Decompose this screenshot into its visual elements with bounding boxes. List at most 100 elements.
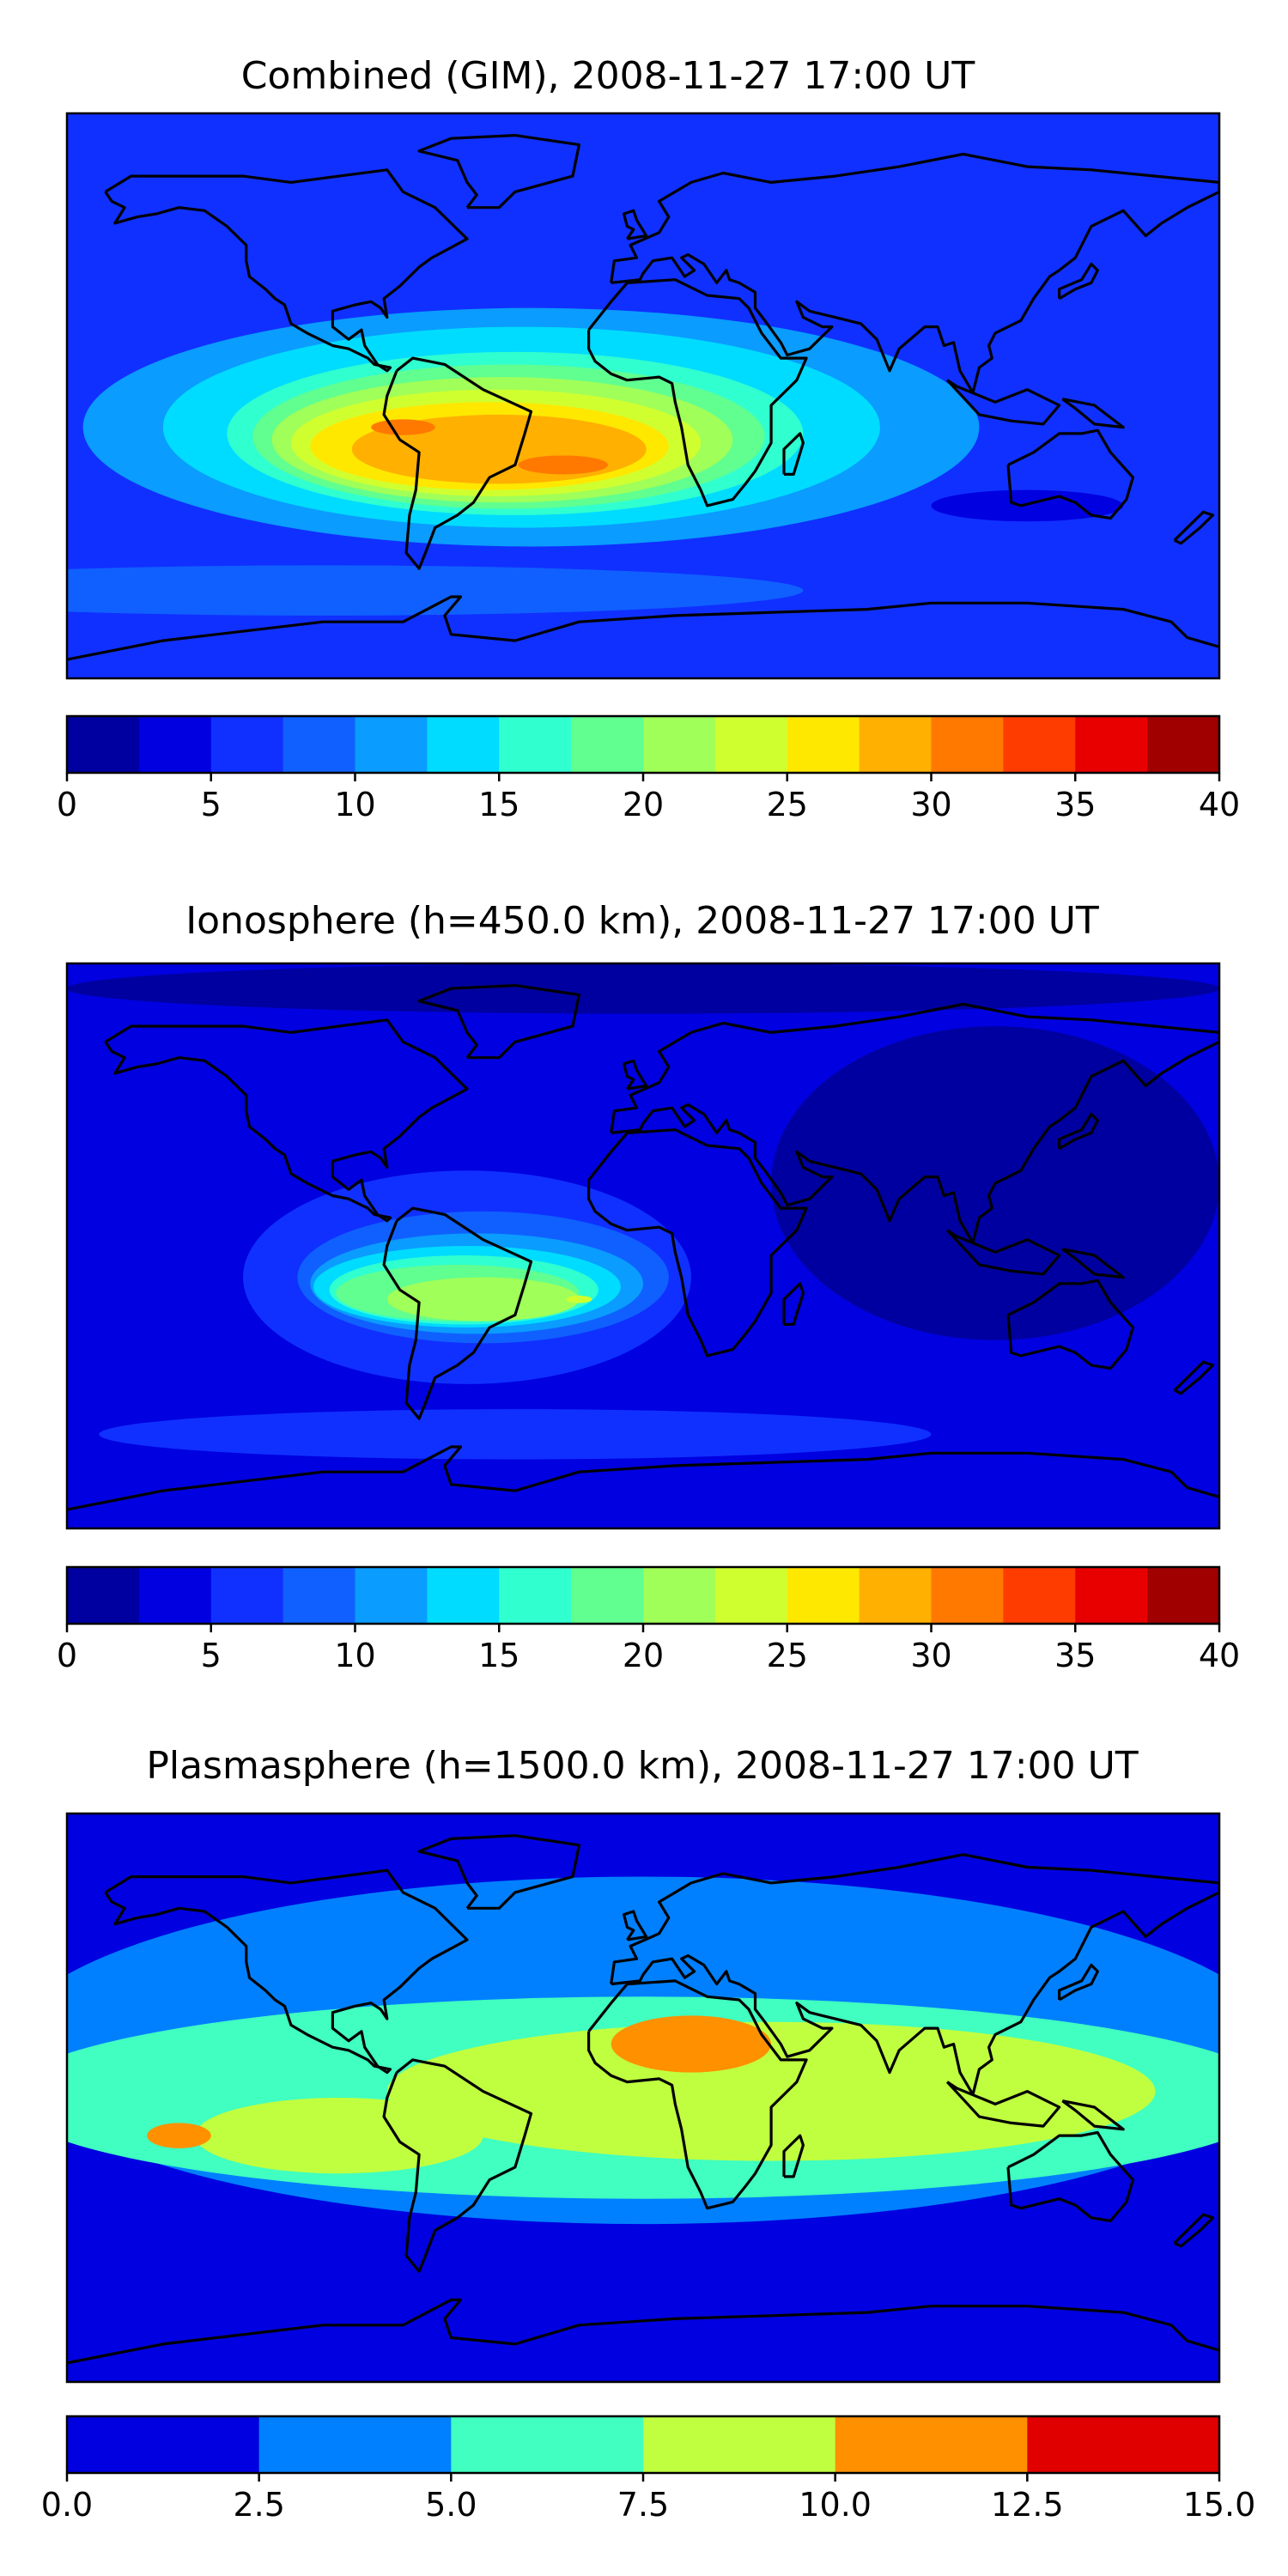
ionosphere-colorbar-swatch [643, 1567, 716, 1624]
plasmasphere-coast-africa [586, 1979, 808, 2210]
ionosphere-coast-south-america [382, 1206, 533, 1420]
gim-coast-north-america [104, 168, 469, 373]
plasmasphere-colorbar-tick-label: 10.0 [799, 2486, 872, 2524]
gim-colorbar-tick-label: 0 [57, 786, 77, 823]
ionosphere-contour-10 [566, 1295, 592, 1303]
plasmasphere-contour-5 [147, 2123, 211, 2148]
gim-coast-japan [1057, 262, 1099, 301]
plasmasphere-colorbar-swatch [67, 2416, 260, 2473]
ionosphere-colorbar-swatch [210, 1567, 284, 1624]
gim-contour-11 [931, 489, 1124, 522]
gim-colorbar-swatch [67, 716, 140, 773]
gim-coast-europe-asia [610, 152, 1219, 394]
ionosphere-title: Ionosphere (h=450.0 km), 2008-11-27 17:0… [185, 899, 1099, 943]
gim-map [65, 112, 1221, 680]
plasmasphere-coast-south-america [382, 2058, 533, 2273]
ionosphere-colorbar-tick-label: 20 [623, 1637, 664, 1674]
ionosphere-colorbar-tick-label: 40 [1199, 1637, 1240, 1674]
gim-colorbar-swatch [787, 716, 860, 773]
ionosphere-colorbar-swatch [427, 1567, 500, 1624]
plasmasphere-colorbar-swatch [451, 2416, 644, 2473]
ionosphere-map [65, 962, 1221, 1530]
plasmasphere-colorbar-tick-label: 7.5 [617, 2486, 669, 2524]
ionosphere-panel: Ionosphere (h=450.0 km), 2008-11-27 17:0… [57, 899, 1240, 1674]
plasmasphere-coast-north-america [104, 1868, 469, 2075]
plasmasphere-map [65, 1812, 1221, 2384]
ionosphere-colorbar-swatch [283, 1567, 356, 1624]
gim-colorbar-swatch [1147, 716, 1220, 773]
ionosphere-colorbar-swatch [67, 1567, 140, 1624]
ionosphere-contour-1 [67, 963, 1219, 1014]
ionosphere-colorbar-swatch [931, 1567, 1004, 1624]
gim-title: Combined (GIM), 2008-11-27 17:00 UT [241, 54, 975, 98]
plasmasphere-colorbar-tick-label: 15.0 [1183, 2486, 1256, 2524]
ionosphere-field [67, 963, 1219, 1528]
gim-colorbar-swatch [643, 716, 716, 773]
ionosphere-colorbar-swatch [571, 1567, 644, 1624]
gim-colorbar-tick-label: 10 [334, 786, 375, 823]
plasmasphere-coast-indonesia [945, 2081, 1061, 2128]
ionosphere-colorbar-tick-label: 10 [334, 1637, 375, 1674]
ionosphere-colorbar-tick-label: 15 [478, 1637, 519, 1674]
ionosphere-contour-9 [386, 1277, 580, 1321]
ionosphere-colorbar-swatch [787, 1567, 860, 1624]
plasmasphere-coast-greenland [417, 1834, 581, 1910]
gim-colorbar-swatch [499, 716, 572, 773]
gim-panel: Combined (GIM), 2008-11-27 17:00 UT 0 5 10… [57, 54, 1240, 823]
gim-field [67, 113, 1219, 678]
plasmasphere-colorbar-swatch [835, 2416, 1028, 2473]
plasmasphere-contour-2 [386, 2021, 1156, 2161]
gim-coast-new-zealand [1173, 510, 1215, 545]
gim-colorbar-swatch [1075, 716, 1148, 773]
gim-contour-0 [67, 565, 804, 616]
plasmasphere-contour-4 [611, 2015, 772, 2073]
plasmasphere-coast-new-zealand [1173, 2213, 1215, 2248]
ionosphere-coast-north-america [104, 1018, 469, 1223]
gim-colorbar-swatch [931, 716, 1004, 773]
ionosphere-colorbar-swatch [1075, 1567, 1148, 1624]
plasmasphere-colorbar-tick-label: 0.0 [41, 2486, 93, 2524]
gim-colorbar-swatch [859, 716, 933, 773]
gim-colorbar-swatch [138, 716, 212, 773]
ionosphere-coast-new-guinea [1061, 1248, 1125, 1279]
ionosphere-colorbar-tick-label: 5 [201, 1637, 222, 1674]
plasmasphere-colorbar-swatch [1027, 2416, 1220, 2473]
gim-map-frame [65, 112, 1221, 680]
ionosphere-colorbar-swatch [138, 1567, 212, 1624]
gim-coast-new-guinea [1061, 398, 1125, 429]
gim-colorbar-tick-label: 25 [767, 786, 808, 823]
plasmasphere-contour-3 [195, 2098, 483, 2174]
gim-colorbar-tick-label: 20 [623, 786, 664, 823]
ionosphere-contour-3 [99, 1409, 932, 1460]
gim-coast-africa [586, 278, 808, 507]
ionosphere-coast-greenland [417, 983, 581, 1060]
ionosphere-colorbar-tick-label: 30 [910, 1637, 951, 1674]
gim-colorbar-swatch [210, 716, 284, 773]
ionosphere-colorbar-swatch [1003, 1567, 1076, 1624]
ionosphere-coast-antarctica [67, 1445, 1219, 1511]
gim-colorbar-swatch [427, 716, 500, 773]
plasmasphere-title: Plasmasphere (h=1500.0 km), 2008-11-27 1… [146, 1744, 1138, 1788]
gim-colorbar-tick-label: 15 [478, 786, 519, 823]
ionosphere-coast-indonesia [945, 1229, 1061, 1276]
gim-colorbar-swatch [714, 716, 788, 773]
ionosphere-coast-madagascar [782, 1282, 805, 1327]
gim-coast-indonesia [945, 379, 1061, 426]
gim-colorbar-tick-label: 35 [1054, 786, 1096, 823]
plasmasphere-coastlines [67, 1834, 1219, 2365]
ionosphere-colorbar-swatch [714, 1567, 788, 1624]
ionosphere-colorbar-tick-label: 35 [1054, 1637, 1096, 1674]
plasmasphere-map-frame [65, 1812, 1221, 2384]
plasmasphere-coast-british-isles [622, 1910, 648, 1941]
plasmasphere-coast-europe-asia [610, 1853, 1219, 2096]
gim-contour-10 [518, 455, 608, 475]
plasmasphere-field [67, 1814, 1219, 2382]
gim-coast-south-america [382, 356, 533, 570]
plasmasphere-coast-australia [1006, 2130, 1135, 2222]
plasmasphere-colorbar-tick-label: 12.5 [991, 2486, 1064, 2524]
plasmasphere-coast-antarctica [67, 2298, 1219, 2365]
ionosphere-coast-japan [1057, 1112, 1099, 1151]
ionosphere-colorbar-tick-label: 25 [767, 1637, 808, 1674]
gim-colorbar-tick-label: 30 [910, 786, 951, 823]
